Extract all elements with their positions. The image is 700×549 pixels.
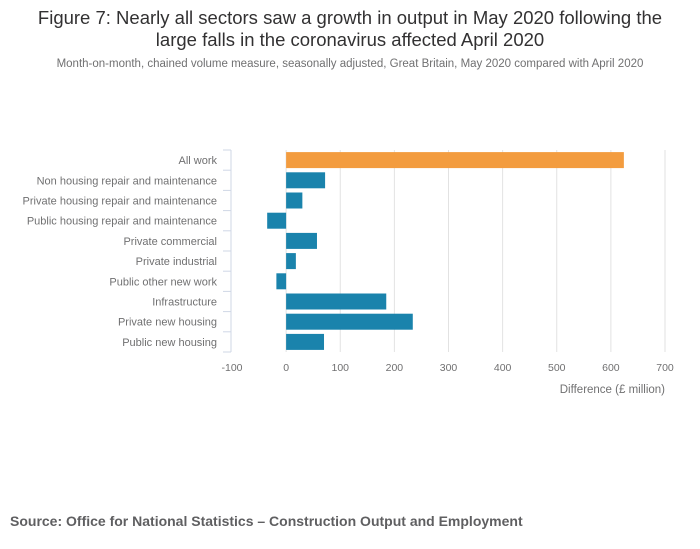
bar xyxy=(286,152,624,169)
x-tick-label: 200 xyxy=(386,362,404,374)
x-tick-label: 100 xyxy=(331,362,349,374)
category-label: Public housing repair and maintenance xyxy=(27,216,217,228)
bar xyxy=(286,172,326,189)
category-label: Public other new work xyxy=(109,276,217,288)
x-tick-labels: -100 0 100 200 300 400 500 600 700 xyxy=(221,362,673,374)
category-label: All work xyxy=(178,155,217,167)
bar xyxy=(286,313,413,330)
bar xyxy=(267,212,287,229)
bars xyxy=(267,152,624,350)
bar xyxy=(286,333,325,350)
bar xyxy=(276,273,287,290)
x-tick-label: 700 xyxy=(656,362,674,374)
category-label: Non housing repair and maintenance xyxy=(37,175,217,187)
category-label: Private housing repair and maintenance xyxy=(23,196,217,208)
category-label: Private commercial xyxy=(123,236,217,248)
chart-subtitle: Month-on-month, chained volume measure, … xyxy=(56,58,644,70)
category-label: Infrastructure xyxy=(152,297,217,309)
category-labels: All work Non housing repair and maintenan… xyxy=(23,155,218,349)
category-label: Private new housing xyxy=(118,317,217,329)
category-label: Public new housing xyxy=(122,337,217,349)
x-axis-title: Difference (£ million) xyxy=(560,384,665,396)
x-tick-label: -100 xyxy=(221,362,242,374)
x-tick-label: 400 xyxy=(494,362,512,374)
bar xyxy=(286,293,387,310)
category-label: Private industrial xyxy=(136,256,217,268)
bar xyxy=(286,232,317,249)
source-note: Source: Office for National Statistics –… xyxy=(10,513,523,529)
x-tick-label: 500 xyxy=(548,362,566,374)
x-tick-label: 300 xyxy=(440,362,458,374)
bar xyxy=(286,253,296,270)
x-tick-label: 0 xyxy=(283,362,289,374)
x-tick-label: 600 xyxy=(602,362,620,374)
chart-title: Figure 7: Nearly all sectors saw a growt… xyxy=(37,7,663,50)
bar xyxy=(286,192,303,209)
y-axis xyxy=(223,149,232,353)
